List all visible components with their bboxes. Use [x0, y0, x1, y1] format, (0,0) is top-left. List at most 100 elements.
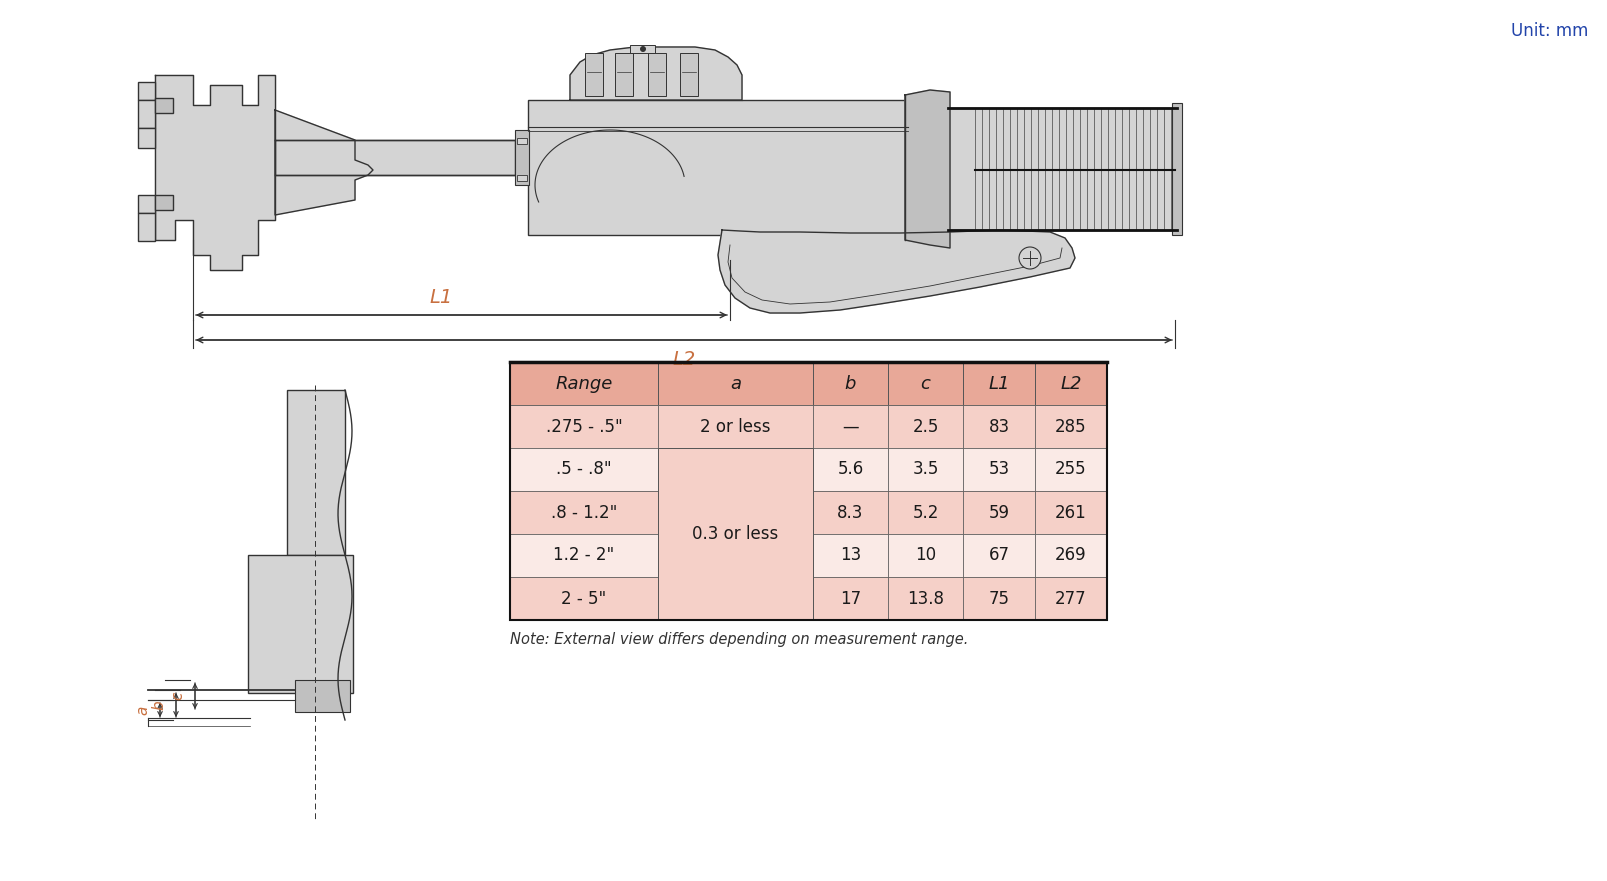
Bar [657, 577, 813, 620]
Text: L1: L1 [429, 288, 453, 307]
Text: L2: L2 [672, 350, 696, 369]
Bar [294, 680, 350, 712]
Text: b: b [844, 374, 855, 393]
Bar [1035, 534, 1106, 577]
Text: 269: 269 [1054, 546, 1086, 565]
Bar [963, 448, 1035, 491]
Text: 2 or less: 2 or less [699, 418, 770, 435]
Text: Range: Range [554, 374, 612, 393]
Text: 2.5: 2.5 [911, 418, 938, 435]
Text: Note: External view differs depending on measurement range.: Note: External view differs depending on… [509, 632, 967, 647]
Bar [680, 53, 697, 96]
Bar [963, 491, 1035, 534]
Bar [813, 577, 887, 620]
Bar [1035, 362, 1106, 405]
Text: c: c [919, 374, 930, 393]
Text: L1: L1 [988, 374, 1009, 393]
Bar [509, 577, 657, 620]
Bar [1035, 448, 1106, 491]
Text: 59: 59 [988, 504, 1009, 522]
Text: L2: L2 [1059, 374, 1082, 393]
Bar [887, 405, 963, 448]
Bar [963, 362, 1035, 405]
Text: Unit: mm: Unit: mm [1509, 22, 1588, 40]
Bar [286, 390, 346, 555]
Polygon shape [275, 110, 373, 215]
Text: 8.3: 8.3 [837, 504, 863, 522]
Bar [657, 405, 813, 448]
Bar [630, 45, 654, 53]
Bar [247, 555, 354, 693]
Text: 13.8: 13.8 [906, 589, 943, 608]
Bar [887, 448, 963, 491]
Bar [509, 362, 1106, 620]
Bar [813, 405, 887, 448]
Bar [657, 534, 813, 577]
Bar [963, 577, 1035, 620]
Text: 3.5: 3.5 [911, 461, 938, 478]
Text: b: b [151, 700, 166, 710]
Text: 83: 83 [988, 418, 1009, 435]
Circle shape [640, 46, 646, 52]
Text: .8 - 1.2": .8 - 1.2" [551, 504, 617, 522]
Text: 67: 67 [988, 546, 1009, 565]
Bar [138, 128, 154, 148]
Polygon shape [905, 90, 950, 248]
Bar [1035, 491, 1106, 534]
Text: 13: 13 [839, 546, 861, 565]
Text: 2 - 5": 2 - 5" [561, 589, 606, 608]
Bar [138, 195, 154, 213]
Text: .275 - .5": .275 - .5" [545, 418, 622, 435]
Bar [813, 534, 887, 577]
Bar [887, 534, 963, 577]
Bar [657, 491, 813, 534]
Text: 0.3 or less: 0.3 or less [693, 525, 778, 543]
Bar [813, 448, 887, 491]
Polygon shape [154, 75, 275, 270]
Bar [948, 108, 1176, 230]
Text: a: a [730, 374, 741, 393]
Text: a: a [135, 706, 149, 714]
Polygon shape [275, 140, 514, 175]
Bar [154, 195, 174, 210]
Bar [614, 53, 633, 96]
Text: c: c [170, 692, 185, 700]
Bar [517, 175, 527, 181]
Text: 261: 261 [1054, 504, 1086, 522]
Bar [138, 213, 154, 241]
Text: —: — [842, 418, 858, 435]
Bar [813, 362, 887, 405]
Polygon shape [718, 230, 1075, 313]
Text: 5.6: 5.6 [837, 461, 863, 478]
Bar [887, 577, 963, 620]
Bar [657, 448, 813, 620]
Bar [887, 362, 963, 405]
Polygon shape [569, 47, 741, 100]
Text: 75: 75 [988, 589, 1009, 608]
Bar [138, 82, 154, 100]
Text: 285: 285 [1054, 418, 1086, 435]
Bar [517, 138, 527, 144]
Text: 10: 10 [914, 546, 935, 565]
Text: 5.2: 5.2 [911, 504, 938, 522]
Text: .5 - .8": .5 - .8" [556, 461, 611, 478]
Text: 255: 255 [1054, 461, 1086, 478]
Bar [813, 491, 887, 534]
Bar [509, 448, 657, 491]
Bar [887, 491, 963, 534]
Bar [1172, 103, 1181, 235]
Bar [527, 100, 910, 235]
Text: 53: 53 [988, 461, 1009, 478]
Bar [509, 405, 657, 448]
Bar [138, 100, 154, 128]
Text: 1.2 - 2": 1.2 - 2" [553, 546, 614, 565]
Bar [963, 405, 1035, 448]
Text: 277: 277 [1054, 589, 1086, 608]
Bar [514, 130, 529, 185]
Bar [1035, 577, 1106, 620]
Circle shape [1019, 247, 1040, 269]
Text: 17: 17 [839, 589, 860, 608]
Bar [648, 53, 665, 96]
Bar [657, 362, 813, 405]
Bar [509, 491, 657, 534]
